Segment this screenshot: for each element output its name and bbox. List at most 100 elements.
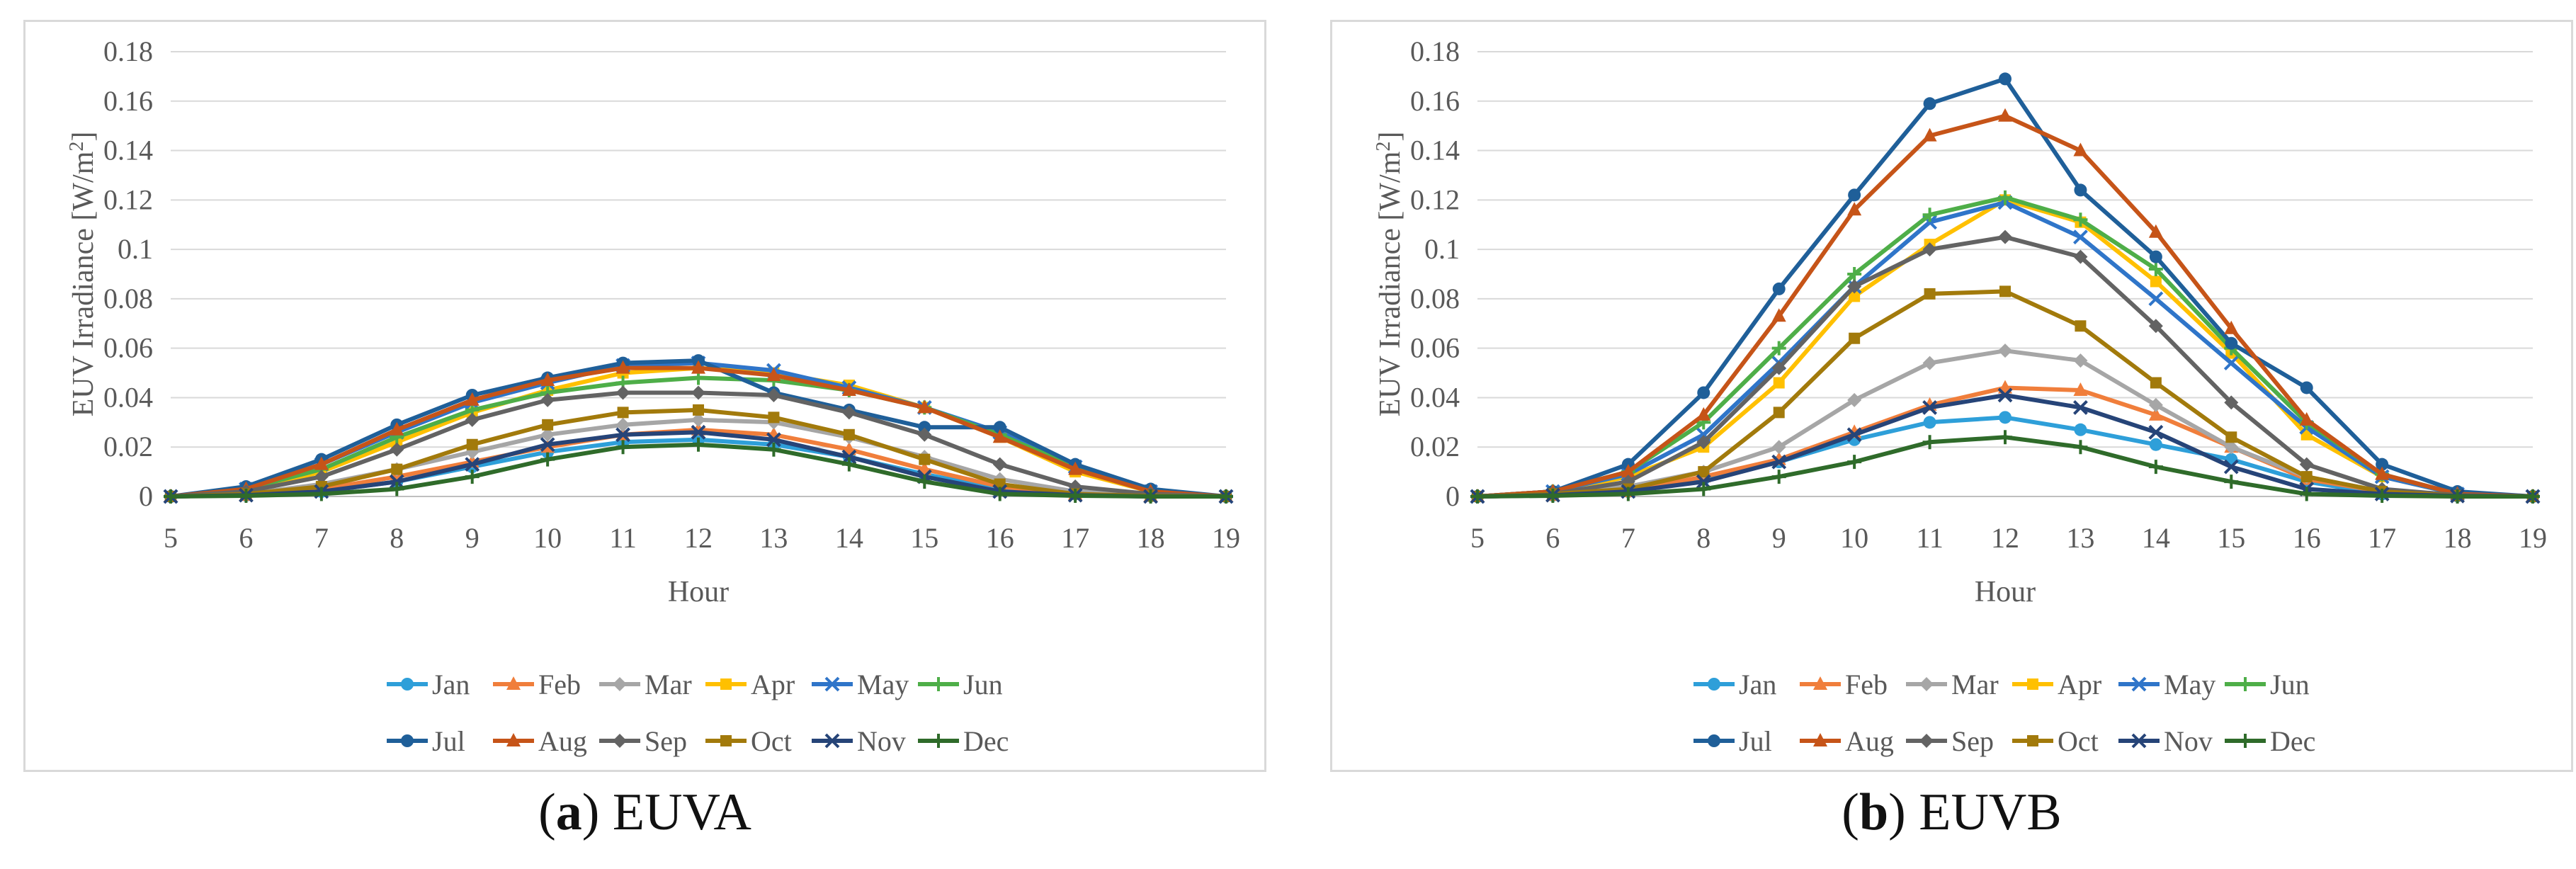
x-tick-label: 13 [759, 522, 788, 554]
data-point [1999, 285, 2011, 297]
data-point [1847, 202, 1862, 216]
data-point [2073, 142, 2088, 157]
data-point [2149, 438, 2162, 451]
legend-marker [931, 677, 946, 691]
legend-label: Jul [1739, 725, 1772, 757]
x-tick-label: 12 [1991, 522, 2019, 554]
legend-marker [401, 678, 414, 691]
data-point [239, 488, 254, 503]
data-point [1621, 487, 1635, 501]
x-tick-label: 6 [239, 522, 253, 554]
data-point [841, 382, 856, 396]
data-point [992, 429, 1007, 443]
data-point [1922, 356, 1937, 370]
data-point [2224, 395, 2239, 410]
data-point [465, 392, 480, 406]
y-axis-title: EUV Irradiance [W/m2] [66, 132, 100, 417]
data-point [390, 421, 404, 436]
legend-marker [1813, 733, 1827, 746]
y-tick-label: 0.18 [1410, 35, 1460, 67]
y-axis-title: EUV Irradiance [W/m2] [1373, 132, 1407, 417]
data-point [1771, 454, 1787, 470]
y-tick-label: 0.1 [1424, 233, 1460, 265]
data-point [917, 399, 932, 414]
data-point [693, 404, 704, 416]
data-point [768, 411, 780, 424]
y-tick-label: 0.12 [103, 183, 153, 215]
data-point [1068, 461, 1083, 475]
data-point [391, 463, 403, 475]
data-point [1143, 489, 1158, 504]
legend-label: Dec [963, 725, 1009, 757]
legend-item-nov: Nov [2118, 725, 2213, 757]
data-point [1847, 392, 1862, 407]
data-point [390, 482, 404, 496]
data-point [2148, 424, 2164, 440]
legend-item-may: May [812, 669, 909, 700]
legend-label: Oct [751, 725, 792, 757]
x-tick-label: 12 [684, 522, 713, 554]
legend-item-jun: Jun [918, 669, 1003, 700]
x-tick-label: 5 [164, 522, 178, 554]
data-point [1849, 332, 1861, 344]
y-tick-label: 0.16 [1410, 85, 1460, 117]
data-point [1849, 290, 1861, 302]
data-point [2225, 431, 2237, 443]
data-point [993, 421, 1006, 434]
legend-marker [720, 678, 732, 690]
x-tick-label: 18 [1137, 522, 1165, 554]
data-point [917, 427, 932, 442]
legend-item-oct: Oct [2012, 725, 2099, 757]
legend-item-oct: Oct [705, 725, 792, 757]
data-point [540, 392, 555, 407]
legend-marker [1919, 734, 1934, 748]
data-point [918, 421, 931, 434]
legend-label: Jul [432, 725, 465, 757]
legend-item-dec: Dec [2225, 725, 2315, 757]
legend-label: Jan [432, 669, 470, 700]
data-point [2299, 487, 2314, 501]
x-tick-label: 5 [1470, 522, 1485, 554]
data-point [540, 373, 555, 387]
chart-panel-euva: 0 0.02 0.04 0.06 0.08 0.1 0.12 0.14 0.16 0.18 5 6 7 8… [23, 20, 1266, 772]
data-point [1999, 411, 2012, 424]
data-point [766, 432, 781, 448]
data-point [691, 437, 705, 452]
x-tick-label: 14 [835, 522, 863, 554]
data-point [615, 427, 630, 443]
legend-label: May [2164, 669, 2215, 700]
data-point [389, 474, 404, 489]
legend-label: Feb [538, 669, 581, 700]
caption-euvb: (b) EUVB [1842, 783, 2062, 841]
legend-marker [1708, 734, 1720, 747]
data-point [1924, 288, 1936, 300]
data-point [1696, 482, 1711, 496]
data-point [1696, 474, 1711, 489]
legend-label: Jun [963, 669, 1003, 700]
x-tick-label: 10 [533, 522, 562, 554]
data-point [2148, 460, 2163, 475]
x-tick-label: 14 [2142, 522, 2170, 554]
x-tick-label: 18 [2444, 522, 2472, 554]
legend-item-sep: Sep [1906, 725, 1994, 757]
x-tick-label: 10 [1840, 522, 1868, 554]
data-point [2073, 382, 2088, 396]
legend-marker [2131, 733, 2147, 749]
data-point [1998, 190, 2012, 205]
caption-euva: (a) EUVA [538, 783, 751, 841]
data-point [2075, 320, 2087, 332]
data-point [2073, 440, 2088, 455]
data-point [465, 470, 480, 484]
data-point [2526, 489, 2540, 504]
caption-text: EUVA [612, 783, 751, 841]
series-line [1477, 393, 2534, 499]
data-point [2450, 489, 2465, 504]
data-point [615, 360, 630, 374]
legend-item-aug: Aug [1800, 725, 1894, 757]
legend-label: Feb [1845, 669, 1888, 700]
data-point [2225, 336, 2238, 350]
data-point [2223, 356, 2239, 371]
legend-item-aug: Aug [493, 725, 587, 757]
data-point [164, 489, 178, 504]
legend-marker [2027, 678, 2038, 690]
